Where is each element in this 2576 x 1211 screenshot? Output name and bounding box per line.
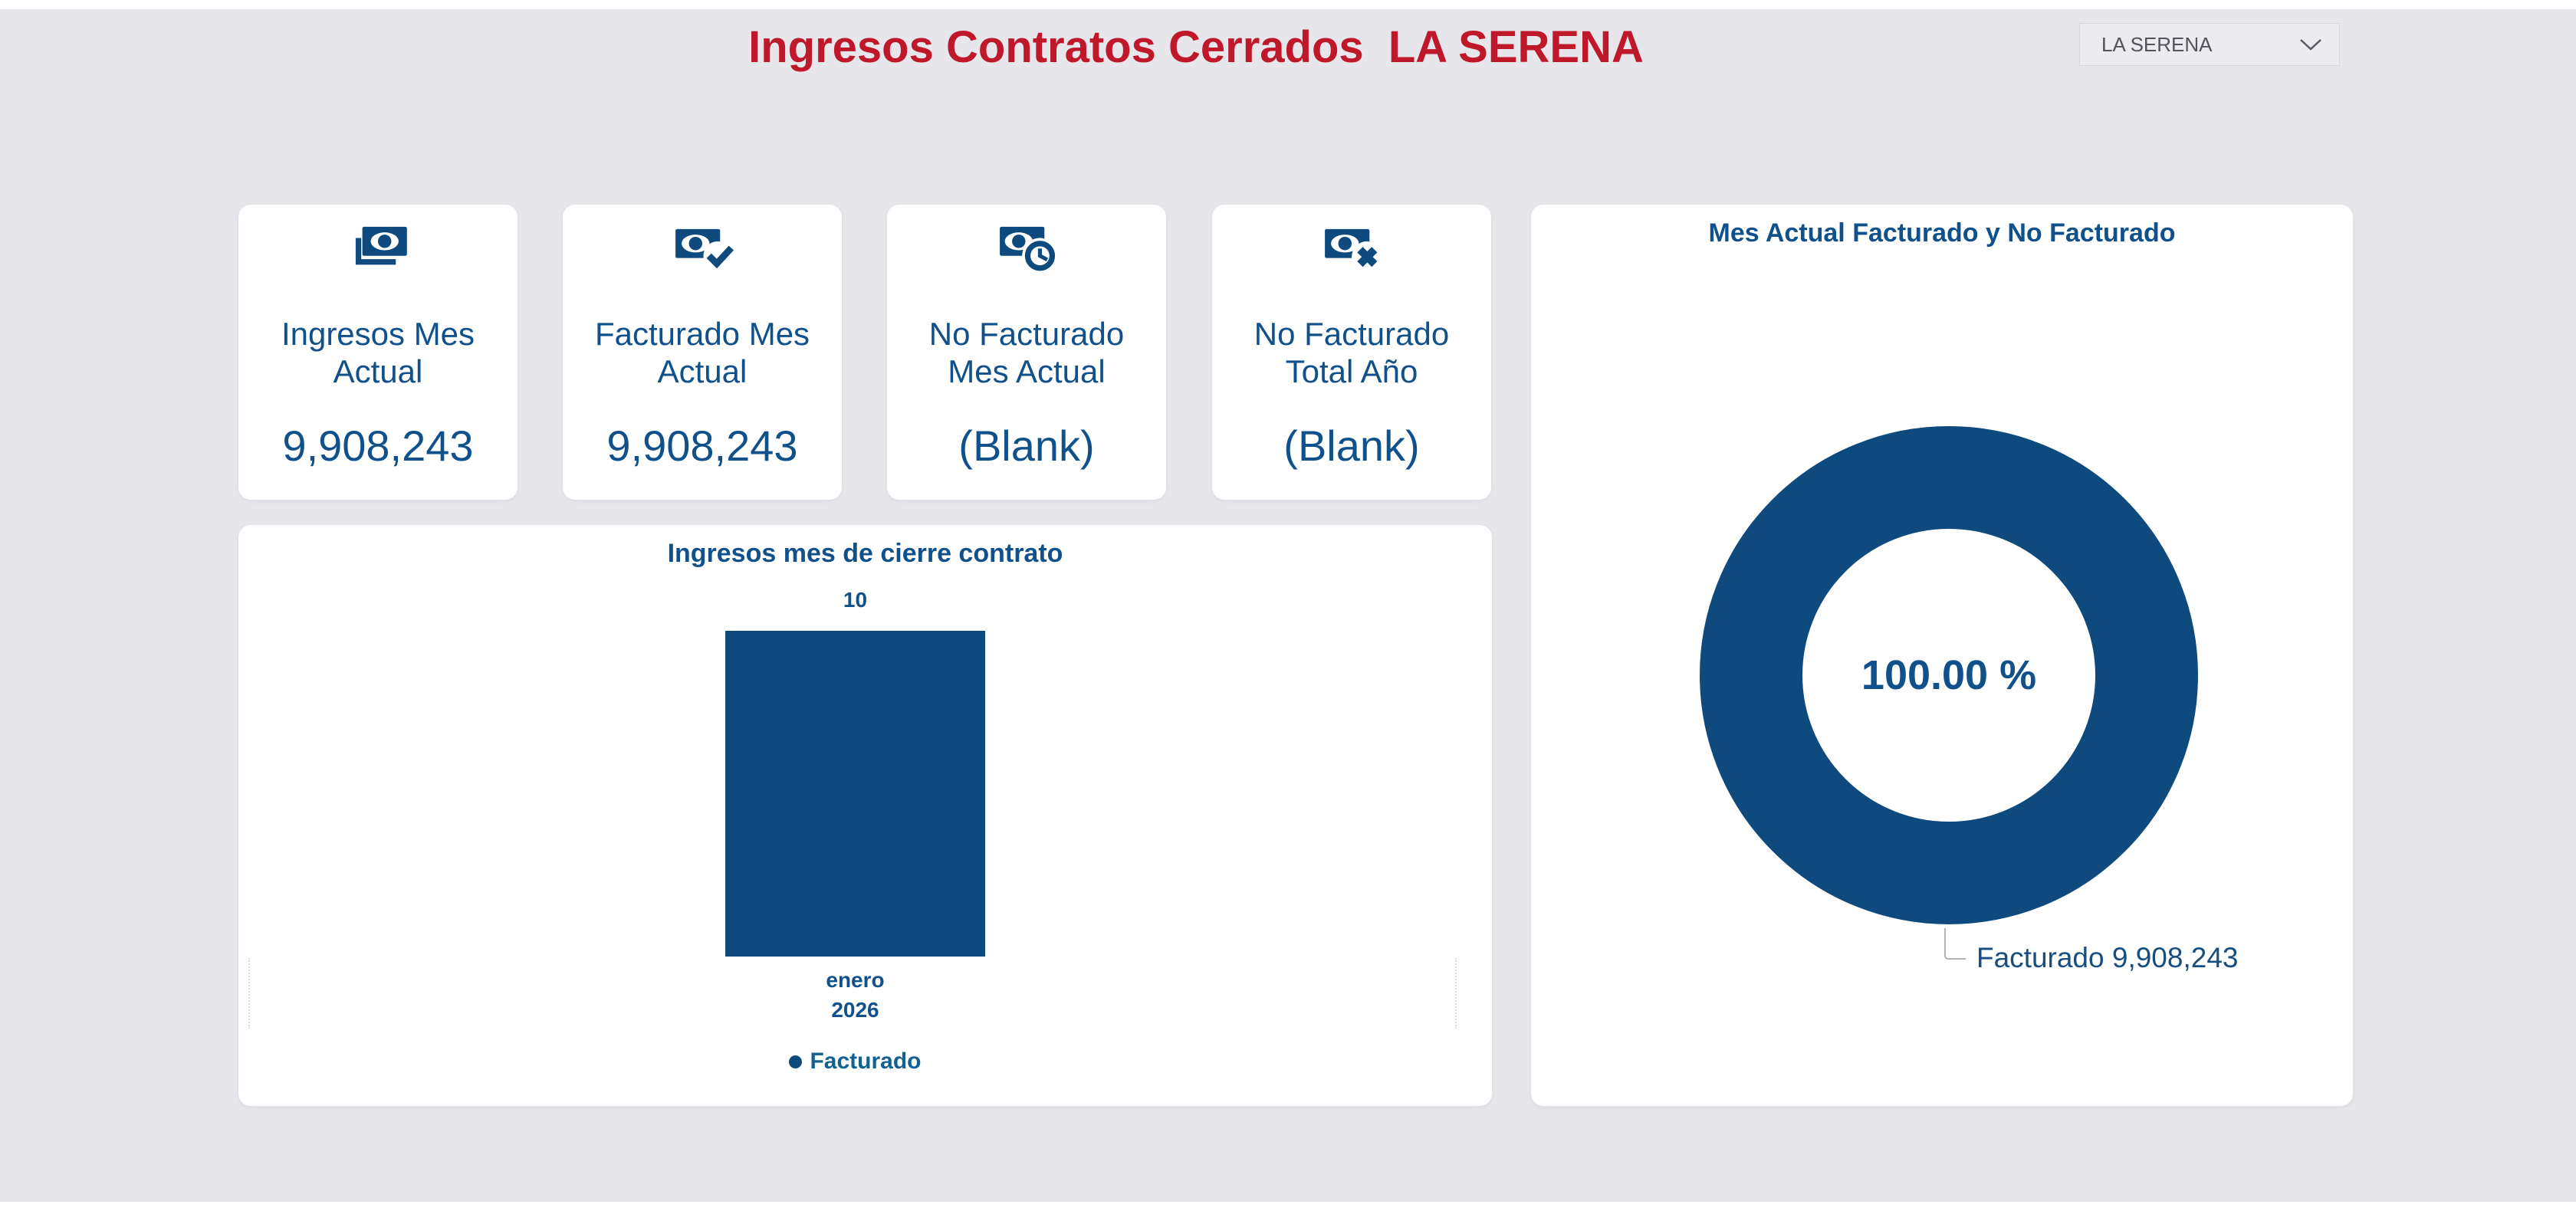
bar-data-label: 10	[843, 588, 868, 612]
kpi-label: No Facturado Total Año	[1254, 316, 1450, 389]
kpi-value: (Blank)	[958, 422, 1095, 470]
cash-x-icon	[1320, 225, 1383, 273]
cash-clock-icon	[995, 225, 1058, 274]
kpi-card-ingresos-mes-actual: Ingresos Mes Actual 9,908,243	[238, 205, 518, 500]
x-axis-label-month: enero	[826, 968, 885, 992]
donut-callout-label: Facturado 9,908,243	[1976, 942, 2239, 973]
donut-chart-card: Mes Actual Facturado y No Facturado 100.…	[1531, 205, 2353, 1106]
cash-multiple-icon	[347, 225, 409, 272]
plot-left-edge-dots	[248, 958, 250, 1029]
kpi-value: (Blank)	[1283, 422, 1420, 470]
x-axis-label-year: 2026	[831, 998, 879, 1022]
kpi-card-facturado-mes-actual: Facturado Mes Actual 9,908,243	[563, 205, 842, 500]
donut-ring-facturado[interactable]	[1681, 407, 2217, 944]
kpi-card-no-facturado-total-ano: No Facturado Total Año (Blank)	[1212, 205, 1491, 500]
slicer-value-label: LA SERENA	[2101, 32, 2213, 56]
bar-chart-title: Ingresos mes de cierre contrato	[667, 539, 1063, 568]
region-slicer-dropdown[interactable]: LA SERENA	[2079, 23, 2340, 66]
kpi-value: 9,908,243	[606, 422, 798, 470]
page-title: Ingresos Contratos Cerrados LA SERENA	[748, 22, 1644, 72]
chevron-down-icon	[2299, 38, 2322, 51]
bar-chart-card: Ingresos mes de cierre contrato 10 enero…	[238, 525, 1492, 1106]
callout-leader-line	[1944, 928, 1966, 960]
kpi-label: Facturado Mes Actual	[594, 316, 810, 389]
donut-chart-title: Mes Actual Facturado y No Facturado	[1708, 218, 2176, 248]
cash-check-icon	[671, 225, 734, 272]
plot-right-edge-dots	[1455, 958, 1457, 1029]
kpi-label: Ingresos Mes Actual	[281, 316, 475, 389]
kpi-label: No Facturado Mes Actual	[928, 316, 1125, 389]
legend-label: Facturado	[810, 1049, 922, 1074]
kpi-card-no-facturado-mes-actual: No Facturado Mes Actual (Blank)	[887, 205, 1166, 500]
legend-item-facturado[interactable]: Facturado	[649, 1046, 1062, 1077]
legend-dot-icon	[789, 1055, 803, 1068]
kpi-value: 9,908,243	[282, 422, 474, 470]
bar-facturado-enero-2026[interactable]	[725, 631, 985, 957]
